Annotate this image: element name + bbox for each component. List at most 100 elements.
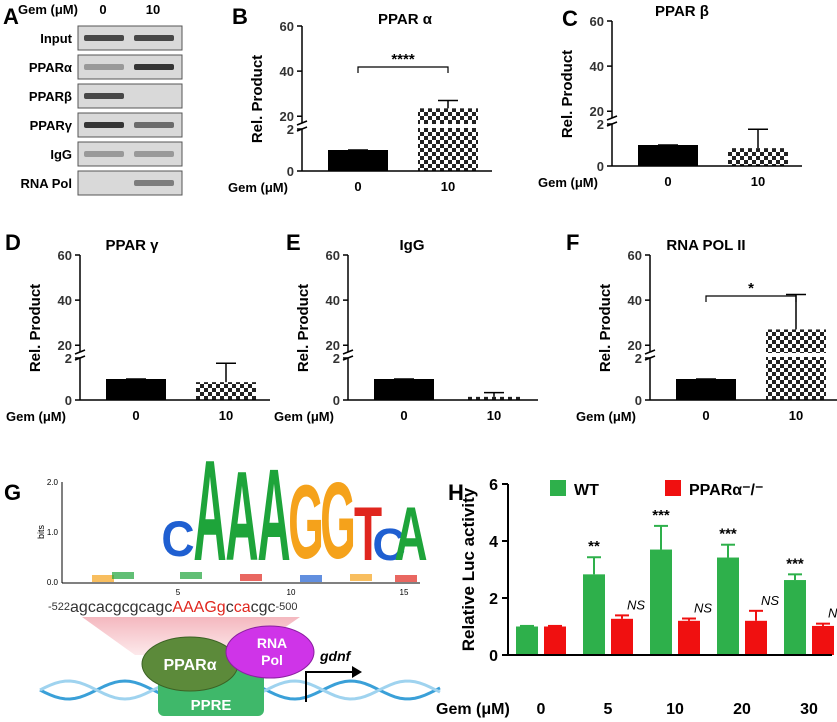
x-axis-label: Gem (μM) bbox=[6, 409, 66, 424]
sequence-start: -522 bbox=[48, 601, 70, 613]
sequence-end: -500 bbox=[276, 601, 298, 613]
logo-minor bbox=[395, 575, 417, 582]
significance-bracket bbox=[357, 66, 449, 73]
x-tick-label: 10 bbox=[487, 408, 501, 423]
y-tick-label: 40 bbox=[590, 59, 604, 74]
gel-band bbox=[84, 93, 124, 99]
axis-break bbox=[296, 120, 308, 126]
axis-break-gap bbox=[81, 353, 271, 357]
legend-label: WT bbox=[574, 482, 599, 499]
x-tick-label: 10 bbox=[751, 174, 765, 189]
gel-band bbox=[134, 64, 174, 70]
bar bbox=[418, 108, 478, 171]
x-tick-label: 0 bbox=[537, 701, 546, 718]
y-tick-label: 60 bbox=[280, 19, 294, 34]
x-tick-label: 10 bbox=[219, 408, 233, 423]
sequence-part: ca bbox=[234, 599, 251, 616]
gene-arrowhead bbox=[352, 666, 362, 678]
bar bbox=[766, 329, 826, 400]
gel-band bbox=[134, 180, 174, 186]
significance: NS bbox=[694, 601, 712, 616]
logo-letter: G bbox=[320, 459, 356, 581]
significance-bracket bbox=[705, 295, 797, 302]
bar bbox=[516, 626, 538, 655]
legend-swatch bbox=[665, 480, 681, 496]
bar bbox=[106, 379, 166, 400]
logo-minor bbox=[92, 575, 114, 582]
logo-letter: C bbox=[372, 519, 405, 570]
y-tick-label: 20 bbox=[280, 109, 294, 124]
bar bbox=[544, 626, 566, 655]
significance: NS bbox=[761, 593, 779, 608]
panel-label: D bbox=[5, 230, 21, 255]
rna-pol-label: Pol bbox=[261, 652, 283, 668]
bar bbox=[611, 618, 633, 655]
x-tick-label: 30 bbox=[800, 701, 818, 718]
y-tick-label: 40 bbox=[326, 293, 340, 308]
panel-label: E bbox=[286, 230, 301, 255]
rna-pol-ellipse bbox=[225, 625, 315, 679]
significance: NS bbox=[627, 597, 645, 612]
y-axis-label: Rel. Product bbox=[597, 284, 614, 372]
axis-break-gap bbox=[651, 353, 837, 357]
gel-band bbox=[84, 64, 124, 70]
y-tick-label: 0 bbox=[65, 393, 72, 408]
bar bbox=[638, 145, 698, 166]
y-tick-label: 40 bbox=[58, 293, 72, 308]
logo-y-tick: 1.0 bbox=[47, 528, 59, 537]
ppar-label: PPARα bbox=[163, 657, 216, 674]
gel-band bbox=[134, 35, 174, 41]
chart-title: PPAR β bbox=[655, 3, 709, 20]
x-tick-label: 10 bbox=[441, 179, 455, 194]
sequence: -522agcacgcgcagcAAAGgccacgc-500 bbox=[48, 599, 298, 616]
y-tick-label: 2 bbox=[597, 117, 604, 132]
x-tick-label: 10 bbox=[666, 701, 684, 718]
panel-label: G bbox=[4, 480, 21, 505]
bar bbox=[678, 620, 700, 655]
panel-label: B bbox=[232, 4, 248, 29]
axis-break-gap bbox=[303, 124, 493, 128]
bar bbox=[717, 557, 739, 655]
chart-title: PPAR α bbox=[378, 11, 433, 28]
logo-x-tick: 5 bbox=[176, 588, 181, 597]
sequence-part: AAAGg bbox=[172, 599, 225, 616]
bar bbox=[650, 549, 672, 655]
axis-break-gap bbox=[613, 119, 803, 123]
panel-label: H bbox=[448, 480, 464, 505]
gel-band bbox=[84, 35, 124, 41]
legend-label: PPARα⁻/⁻ bbox=[689, 482, 763, 499]
significance: NS bbox=[828, 606, 837, 621]
gel-column: 0 bbox=[99, 2, 106, 17]
gel-column: 10 bbox=[146, 2, 160, 17]
chart-title: PPAR γ bbox=[105, 237, 159, 254]
significance: * bbox=[748, 280, 754, 297]
logo-letter: A bbox=[193, 431, 226, 591]
rna-pol-label: RNA bbox=[257, 635, 287, 651]
logo-x-tick: 10 bbox=[287, 588, 296, 597]
bar bbox=[328, 150, 388, 171]
y-tick-label: 6 bbox=[489, 477, 498, 494]
panel-label: A bbox=[3, 4, 19, 29]
y-tick-label: 40 bbox=[280, 64, 294, 79]
sequence-part: agcacgcgcagc bbox=[70, 599, 172, 616]
logo-y-tick: 0.0 bbox=[47, 578, 59, 587]
bar bbox=[812, 625, 834, 655]
logo-y-tick: 2.0 bbox=[47, 478, 59, 487]
y-tick-label: 0 bbox=[287, 164, 294, 179]
sequence-part: cgc bbox=[251, 599, 276, 616]
y-axis-label: Rel. Product bbox=[559, 50, 576, 138]
gel-row-label: PPARγ bbox=[30, 118, 73, 133]
y-tick-label: 60 bbox=[326, 248, 340, 263]
gel-band bbox=[134, 122, 174, 128]
y-tick-label: 2 bbox=[635, 351, 642, 366]
y-tick-label: 0 bbox=[635, 393, 642, 408]
bar bbox=[583, 574, 605, 655]
logo-letter: C bbox=[161, 512, 194, 567]
significance: *** bbox=[719, 526, 737, 543]
y-tick-label: 40 bbox=[628, 293, 642, 308]
gel-band bbox=[84, 151, 124, 157]
logo-letter: A bbox=[257, 441, 290, 588]
y-tick-label: 2 bbox=[489, 591, 498, 608]
gel-band bbox=[134, 151, 174, 157]
